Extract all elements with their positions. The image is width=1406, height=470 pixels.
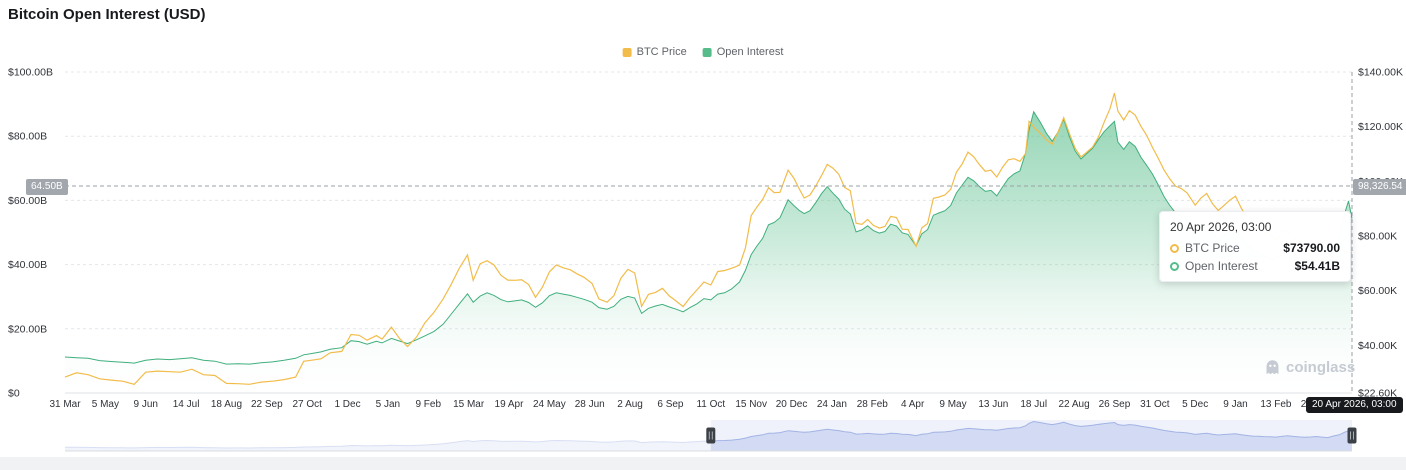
svg-text:13 Jun: 13 Jun (978, 399, 1008, 410)
btc-price-dot-icon (1170, 243, 1179, 253)
open-interest-swatch-icon (702, 47, 712, 57)
right-axis-crosshair-badge: 98,326.54 (1353, 179, 1406, 195)
x-axis-labels: 31 Mar 5 May 9 Jun 14 Jul 18 Aug 22 Sep 27 Oct… (49, 399, 1332, 410)
navigator-selected-range[interactable] (710, 420, 1352, 451)
open-interest-area (65, 111, 1352, 394)
svg-text:24 Jan: 24 Jan (817, 399, 847, 410)
navigator-handle-right[interactable] (1347, 427, 1357, 444)
svg-text:31 Oct: 31 Oct (1140, 399, 1170, 410)
svg-text:6 Sep: 6 Sep (657, 399, 684, 410)
svg-text:5 Dec: 5 Dec (1182, 399, 1208, 410)
navigator-unselected-mask (65, 420, 711, 451)
svg-text:22 Sep: 22 Sep (251, 399, 283, 410)
svg-text:$22.60K: $22.60K (1358, 388, 1397, 400)
svg-text:24 May: 24 May (533, 399, 566, 410)
svg-text:31 Mar: 31 Mar (49, 399, 81, 410)
svg-text:5 May: 5 May (92, 399, 119, 410)
svg-text:13 Feb: 13 Feb (1260, 399, 1292, 410)
tooltip-value-open-interest: $54.41B (1294, 259, 1340, 273)
btc-price-swatch-icon (622, 47, 632, 57)
svg-text:22 Aug: 22 Aug (1058, 399, 1089, 410)
svg-text:2 Aug: 2 Aug (617, 399, 643, 410)
legend-item-open-interest[interactable]: Open Interest (702, 46, 784, 58)
svg-text:$60.00K: $60.00K (1358, 285, 1397, 297)
right-axis-labels: $22.60K$40.00K$60.00K$80.00K$100.00K$120… (1358, 67, 1403, 400)
chart-tooltip: 20 Apr 2026, 03:00 BTC Price $73790.00 O… (1159, 211, 1351, 282)
svg-text:15 Mar: 15 Mar (453, 399, 485, 410)
tooltip-label-btc-price: BTC Price (1185, 241, 1240, 255)
svg-text:$100.00B: $100.00B (8, 67, 53, 79)
navigator-area (65, 421, 1352, 451)
svg-text:15 Nov: 15 Nov (735, 399, 767, 410)
chart-legend: BTC Price Open Interest (622, 46, 784, 58)
tooltip-row-btc-price: BTC Price $73790.00 (1170, 241, 1340, 255)
svg-text:$40.00B: $40.00B (8, 259, 47, 271)
navigator-handle-left[interactable] (706, 427, 716, 444)
svg-text:27 Oct: 27 Oct (292, 399, 322, 410)
svg-text:18 Aug: 18 Aug (211, 399, 242, 410)
svg-text:28 Jun: 28 Jun (575, 399, 605, 410)
svg-text:$140.00K: $140.00K (1358, 67, 1403, 79)
svg-text:26 Sep: 26 Sep (1099, 399, 1131, 410)
svg-text:$60.00B: $60.00B (8, 195, 47, 207)
svg-text:9 Jun: 9 Jun (133, 399, 157, 410)
btc-price-line (64, 92, 1353, 385)
left-axis-labels: $0 $20.00B $40.00B $60.00B $80.00B $100.00B (8, 67, 53, 400)
svg-text:9 May: 9 May (939, 399, 966, 410)
svg-text:28 Feb: 28 Feb (857, 399, 889, 410)
svg-text:$120.00K: $120.00K (1358, 121, 1403, 133)
svg-text:19 Apr: 19 Apr (495, 399, 525, 410)
svg-text:20 Dec: 20 Dec (776, 399, 808, 410)
coinglass-logo-icon (1266, 360, 1279, 375)
svg-text:18 Jul: 18 Jul (1020, 399, 1047, 410)
svg-text:$80.00K: $80.00K (1358, 231, 1397, 243)
horizontal-scrollbar[interactable] (0, 457, 1406, 470)
svg-text:$0: $0 (8, 388, 20, 400)
tooltip-label-open-interest: Open Interest (1185, 259, 1258, 273)
watermark-text: coinglass (1286, 359, 1356, 376)
tooltip-timestamp: 20 Apr 2026, 03:00 (1170, 220, 1272, 234)
page-title: Bitcoin Open Interest (USD) (8, 6, 206, 23)
tooltip-row-open-interest: Open Interest $54.41B (1170, 259, 1340, 273)
svg-text:9 Jan: 9 Jan (1223, 399, 1247, 410)
svg-text:$20.00B: $20.00B (8, 323, 47, 335)
svg-text:1 Dec: 1 Dec (334, 399, 360, 410)
svg-text:4 Apr: 4 Apr (901, 399, 925, 410)
coinglass-watermark: coinglass (1264, 359, 1355, 376)
svg-text:14 Jul: 14 Jul (173, 399, 200, 410)
x-axis-crosshair-badge: 20 Apr 2026, 03:00 (1306, 397, 1403, 413)
legend-label-btc-price: BTC Price (636, 46, 687, 58)
navigator[interactable] (64, 420, 1357, 452)
left-axis-crosshair-badge: 64.50B (26, 179, 68, 195)
legend-label-open-interest: Open Interest (716, 46, 784, 58)
svg-text:$80.00B: $80.00B (8, 131, 47, 143)
svg-text:9 Feb: 9 Feb (415, 399, 441, 410)
svg-text:11 Oct: 11 Oct (696, 399, 725, 410)
legend-item-btc-price[interactable]: BTC Price (622, 46, 687, 58)
tooltip-value-btc-price: $73790.00 (1283, 241, 1340, 255)
open-interest-dot-icon (1170, 261, 1179, 271)
svg-text:$40.00K: $40.00K (1358, 340, 1397, 352)
svg-text:5 Jan: 5 Jan (376, 399, 400, 410)
